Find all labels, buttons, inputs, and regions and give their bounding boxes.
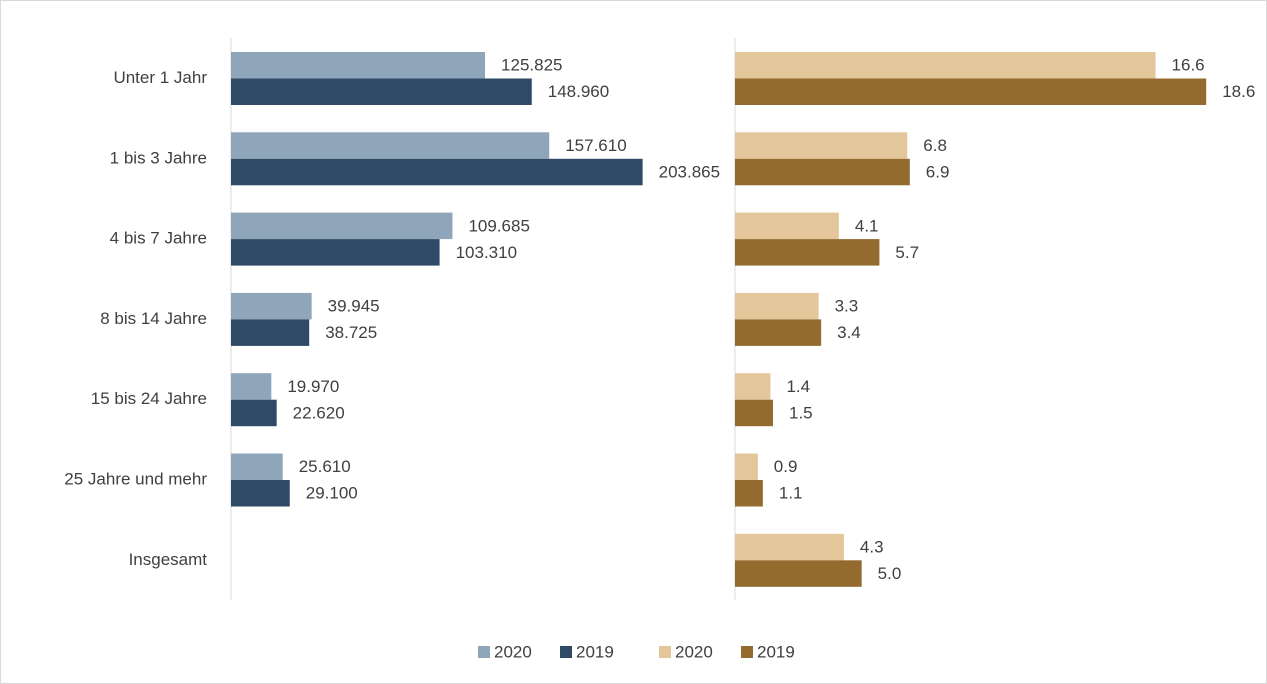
y-tick-label: Insgesamt (129, 550, 208, 569)
data-label: 4.1 (855, 216, 879, 235)
legend-swatch (560, 646, 572, 658)
bar (231, 319, 310, 346)
legend-swatch (478, 646, 490, 658)
data-label: 4.3 (860, 538, 884, 557)
bar (735, 373, 771, 400)
data-label: 1.1 (779, 484, 803, 503)
bar (735, 52, 1156, 79)
bar (735, 399, 773, 427)
data-label: 0.9 (774, 457, 798, 476)
bar (231, 212, 453, 240)
y-tick-label: 1 bis 3 Jahre (110, 148, 207, 167)
data-label: 125.825 (501, 56, 562, 75)
bar (735, 78, 1207, 105)
data-label: 29.100 (306, 484, 358, 503)
data-label: 109.685 (468, 216, 529, 235)
bar (735, 132, 908, 159)
bar (231, 132, 550, 159)
bar (231, 52, 486, 79)
legend-swatch (659, 646, 671, 658)
data-label: 16.6 (1172, 56, 1205, 75)
y-tick-label: 25 Jahre und mehr (64, 469, 207, 488)
data-label: 3.3 (835, 297, 859, 316)
data-label: 38.725 (325, 323, 377, 342)
bar (231, 373, 272, 400)
data-label: 1.4 (786, 377, 810, 396)
bar (735, 239, 880, 266)
data-label: 19.970 (287, 377, 339, 396)
bar (231, 480, 290, 507)
y-tick-label: Unter 1 Jahr (113, 68, 207, 87)
data-label: 148.960 (548, 82, 609, 101)
data-label: 18.6 (1222, 82, 1255, 101)
data-label: 1.5 (789, 403, 813, 422)
bar (735, 533, 844, 561)
data-label: 203.865 (659, 163, 720, 182)
bar (735, 319, 822, 346)
legend-label: 2020 (494, 642, 532, 661)
data-label: 157.610 (565, 136, 626, 155)
data-label: 3.4 (837, 323, 861, 342)
bar (231, 239, 440, 266)
bar (735, 292, 819, 320)
data-label: 5.0 (878, 564, 902, 583)
bar (231, 453, 283, 480)
legend-label: 2020 (675, 642, 713, 661)
bar (735, 480, 763, 507)
legend-swatch (741, 646, 753, 658)
y-tick-label: 4 bis 7 Jahre (110, 229, 207, 248)
legend-label: 2019 (576, 642, 614, 661)
data-label: 25.610 (299, 457, 351, 476)
data-label: 5.7 (895, 243, 919, 262)
bar (231, 292, 312, 320)
data-label: 103.310 (456, 243, 517, 262)
bar (735, 158, 910, 186)
data-label: 22.620 (293, 403, 345, 422)
bar (735, 560, 862, 587)
bar (231, 399, 277, 427)
bar (231, 78, 532, 105)
bar (735, 212, 839, 240)
y-tick-label: 15 bis 24 Jahre (91, 389, 207, 408)
data-label: 6.8 (923, 136, 947, 155)
legend-label: 2019 (757, 642, 795, 661)
data-label: 6.9 (926, 163, 950, 182)
bar (231, 158, 643, 186)
data-label: 39.945 (328, 297, 380, 316)
bar (735, 453, 758, 480)
y-tick-label: 8 bis 14 Jahre (100, 309, 207, 328)
